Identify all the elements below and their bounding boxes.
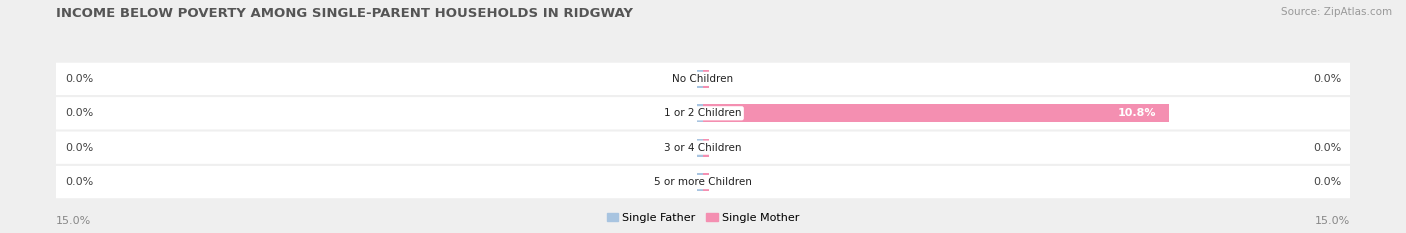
Bar	[696, 173, 703, 191]
Text: 3 or 4 Children: 3 or 4 Children	[664, 143, 742, 153]
FancyBboxPatch shape	[28, 63, 1378, 95]
Bar	[696, 139, 703, 157]
Bar	[703, 173, 710, 191]
Text: 0.0%: 0.0%	[1313, 74, 1341, 84]
Text: INCOME BELOW POVERTY AMONG SINGLE-PARENT HOUSEHOLDS IN RIDGWAY: INCOME BELOW POVERTY AMONG SINGLE-PARENT…	[56, 7, 633, 20]
Legend: Single Father, Single Mother: Single Father, Single Mother	[602, 209, 804, 227]
Text: 15.0%: 15.0%	[56, 216, 91, 226]
Bar	[703, 139, 710, 157]
Text: Source: ZipAtlas.com: Source: ZipAtlas.com	[1281, 7, 1392, 17]
Bar	[703, 104, 1168, 122]
Bar	[696, 104, 703, 122]
Text: 1 or 2 Children: 1 or 2 Children	[664, 108, 742, 118]
FancyBboxPatch shape	[28, 166, 1378, 198]
Bar	[696, 70, 703, 88]
Text: 0.0%: 0.0%	[65, 108, 93, 118]
Text: 5 or more Children: 5 or more Children	[654, 177, 752, 187]
Bar	[703, 70, 710, 88]
Text: 0.0%: 0.0%	[1313, 177, 1341, 187]
FancyBboxPatch shape	[28, 131, 1378, 164]
Text: 0.0%: 0.0%	[1313, 143, 1341, 153]
Text: 15.0%: 15.0%	[1315, 216, 1350, 226]
Text: 0.0%: 0.0%	[65, 177, 93, 187]
Text: 0.0%: 0.0%	[65, 143, 93, 153]
Text: No Children: No Children	[672, 74, 734, 84]
FancyBboxPatch shape	[28, 97, 1378, 130]
Text: 0.0%: 0.0%	[65, 74, 93, 84]
Text: 10.8%: 10.8%	[1118, 108, 1156, 118]
